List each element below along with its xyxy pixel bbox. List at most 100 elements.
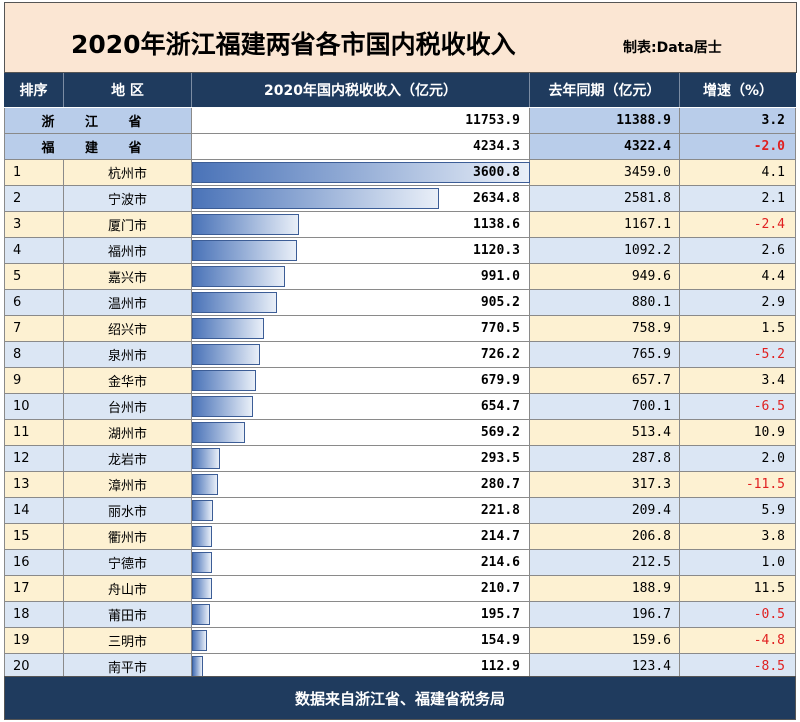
city-name: 丽水市 bbox=[64, 498, 192, 524]
rank-cell: 2 bbox=[4, 186, 64, 212]
revenue-cell: 726.2 bbox=[192, 342, 530, 368]
revenue-value: 214.7 bbox=[480, 529, 520, 544]
growth-cell: -5.2 bbox=[680, 342, 796, 368]
revenue-bar bbox=[192, 344, 260, 365]
revenue-value: 280.7 bbox=[480, 477, 520, 492]
rank-cell: 1 bbox=[4, 160, 64, 186]
revenue-bar bbox=[192, 578, 212, 599]
revenue-cell: 1120.3 bbox=[192, 238, 530, 264]
prev-cell: 287.8 bbox=[530, 446, 680, 472]
header-growth: 增速（%） bbox=[680, 73, 796, 107]
city-name: 舟山市 bbox=[64, 576, 192, 602]
city-name: 绍兴市 bbox=[64, 316, 192, 342]
header-region: 地 区 bbox=[64, 73, 192, 107]
table-row: 12 龙岩市 293.5 287.8 2.0 bbox=[4, 446, 796, 472]
revenue-cell: 770.5 bbox=[192, 316, 530, 342]
prev-cell: 657.7 bbox=[530, 368, 680, 394]
rank-cell: 9 bbox=[4, 368, 64, 394]
revenue-value: 569.2 bbox=[480, 425, 520, 440]
city-name: 金华市 bbox=[64, 368, 192, 394]
revenue-bar bbox=[192, 422, 245, 443]
city-name: 衢州市 bbox=[64, 524, 192, 550]
revenue-bar bbox=[192, 240, 297, 261]
revenue-value: 1138.6 bbox=[473, 217, 520, 232]
revenue-cell: 214.6 bbox=[192, 550, 530, 576]
revenue-cell: 4234.3 bbox=[192, 134, 530, 160]
revenue-value: 3600.8 bbox=[473, 165, 520, 180]
header-prev: 去年同期（亿元） bbox=[530, 73, 680, 107]
revenue-value: 654.7 bbox=[480, 399, 520, 414]
rank-cell: 12 bbox=[4, 446, 64, 472]
revenue-value: 112.9 bbox=[480, 659, 520, 674]
prev-cell: 2581.8 bbox=[530, 186, 680, 212]
city-name: 湖州市 bbox=[64, 420, 192, 446]
prev-cell: 880.1 bbox=[530, 290, 680, 316]
prev-cell: 212.5 bbox=[530, 550, 680, 576]
table-row: 17 舟山市 210.7 188.9 11.5 bbox=[4, 576, 796, 602]
revenue-bar bbox=[192, 396, 253, 417]
city-name: 南平市 bbox=[64, 654, 192, 680]
growth-cell: 4.1 bbox=[680, 160, 796, 186]
revenue-cell: 154.9 bbox=[192, 628, 530, 654]
growth-cell: -2.0 bbox=[680, 134, 796, 160]
revenue-bar bbox=[192, 500, 213, 521]
prev-cell: 949.6 bbox=[530, 264, 680, 290]
revenue-value: 221.8 bbox=[480, 503, 520, 518]
rank-cell: 7 bbox=[4, 316, 64, 342]
revenue-value: 154.9 bbox=[480, 633, 520, 648]
province-name: 福 建 省 bbox=[4, 134, 192, 160]
growth-cell: 1.0 bbox=[680, 550, 796, 576]
revenue-cell: 214.7 bbox=[192, 524, 530, 550]
revenue-cell: 905.2 bbox=[192, 290, 530, 316]
city-name: 福州市 bbox=[64, 238, 192, 264]
growth-cell: 2.6 bbox=[680, 238, 796, 264]
revenue-cell: 991.0 bbox=[192, 264, 530, 290]
city-name: 杭州市 bbox=[64, 160, 192, 186]
province-row: 浙 江 省 11753.9 11388.9 3.2 bbox=[4, 108, 796, 134]
table-row: 4 福州市 1120.3 1092.2 2.6 bbox=[4, 238, 796, 264]
revenue-value: 1120.3 bbox=[473, 243, 520, 258]
rank-cell: 20 bbox=[4, 654, 64, 680]
growth-cell: 2.1 bbox=[680, 186, 796, 212]
revenue-bar bbox=[192, 266, 285, 287]
city-name: 三明市 bbox=[64, 628, 192, 654]
prev-cell: 1167.1 bbox=[530, 212, 680, 238]
growth-cell: -8.5 bbox=[680, 654, 796, 680]
growth-cell: 10.9 bbox=[680, 420, 796, 446]
growth-cell: -2.4 bbox=[680, 212, 796, 238]
revenue-cell: 11753.9 bbox=[192, 108, 530, 134]
table-row: 9 金华市 679.9 657.7 3.4 bbox=[4, 368, 796, 394]
rank-cell: 18 bbox=[4, 602, 64, 628]
revenue-value: 2634.8 bbox=[473, 191, 520, 206]
city-name: 嘉兴市 bbox=[64, 264, 192, 290]
prev-cell: 4322.4 bbox=[530, 134, 680, 160]
prev-cell: 196.7 bbox=[530, 602, 680, 628]
prev-cell: 159.6 bbox=[530, 628, 680, 654]
rank-cell: 11 bbox=[4, 420, 64, 446]
revenue-value: 293.5 bbox=[480, 451, 520, 466]
prev-cell: 758.9 bbox=[530, 316, 680, 342]
growth-cell: 3.8 bbox=[680, 524, 796, 550]
revenue-bar bbox=[192, 448, 220, 469]
rank-cell: 19 bbox=[4, 628, 64, 654]
revenue-bar bbox=[192, 656, 203, 677]
growth-cell: -11.5 bbox=[680, 472, 796, 498]
header-revenue: 2020年国内税收收入（亿元） bbox=[192, 73, 530, 107]
footer-source: 数据来自浙江省、福建省税务局 bbox=[4, 676, 796, 720]
rank-cell: 8 bbox=[4, 342, 64, 368]
chart-title: 2020年浙江福建两省各市国内税收收入 bbox=[71, 30, 516, 59]
revenue-value: 210.7 bbox=[480, 581, 520, 596]
prev-cell: 317.3 bbox=[530, 472, 680, 498]
revenue-value: 905.2 bbox=[480, 295, 520, 310]
revenue-bar bbox=[192, 604, 210, 625]
city-name: 莆田市 bbox=[64, 602, 192, 628]
revenue-value: 991.0 bbox=[480, 269, 520, 284]
growth-cell: 5.9 bbox=[680, 498, 796, 524]
revenue-bar bbox=[192, 162, 530, 183]
city-name: 宁波市 bbox=[64, 186, 192, 212]
revenue-cell: 654.7 bbox=[192, 394, 530, 420]
rank-cell: 6 bbox=[4, 290, 64, 316]
revenue-bar bbox=[192, 552, 212, 573]
rank-cell: 15 bbox=[4, 524, 64, 550]
table-row: 7 绍兴市 770.5 758.9 1.5 bbox=[4, 316, 796, 342]
